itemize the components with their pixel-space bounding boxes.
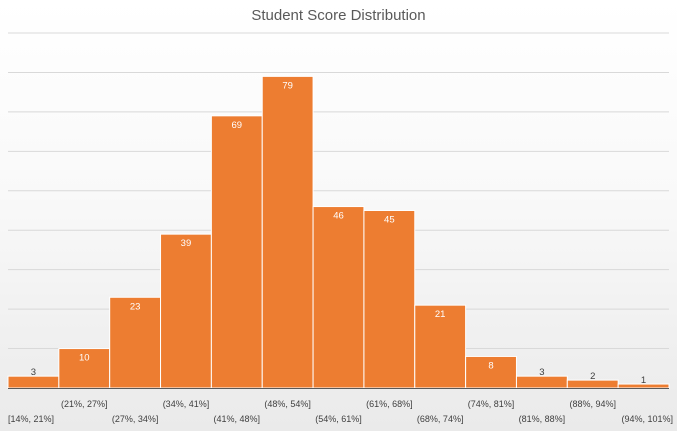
data-label: 8 — [488, 360, 493, 371]
x-tick-label: (34%, 41%] — [163, 399, 210, 409]
data-label: 46 — [333, 211, 344, 222]
x-tick-label: (41%, 48%] — [214, 414, 261, 424]
data-label: 1 — [641, 375, 646, 386]
data-label: 10 — [79, 353, 90, 364]
x-tick-label: (21%, 27%] — [61, 399, 108, 409]
bars — [7, 75, 670, 389]
x-tick-label: (81%, 88%] — [519, 414, 566, 424]
x-tick-label: (94%, 101%] — [621, 414, 673, 424]
bar — [312, 206, 365, 389]
x-tick-label: (74%, 81%] — [468, 399, 515, 409]
bar — [363, 210, 416, 389]
bar — [210, 115, 263, 389]
bar — [160, 233, 212, 389]
data-label: 3 — [31, 367, 36, 378]
bar — [465, 355, 517, 389]
x-tick-label: (68%, 74%] — [417, 414, 464, 424]
bar — [414, 304, 467, 389]
x-tick-labels: [14%, 21%] (21%, 27%] (27%, 34%] (34%, 41%]… — [8, 399, 673, 424]
x-tick-label: (88%, 94%] — [569, 399, 616, 409]
bar — [261, 75, 314, 389]
data-label: 39 — [181, 238, 192, 249]
x-tick-label: (48%, 54%] — [264, 399, 311, 409]
x-tick-label: [14%, 21%] — [8, 414, 54, 424]
data-label: 21 — [435, 309, 446, 320]
data-label: 3 — [539, 367, 544, 378]
data-label: 79 — [282, 80, 293, 91]
chart-title: Student Score Distribution — [251, 7, 426, 24]
data-label: 45 — [384, 215, 395, 226]
data-label: 2 — [590, 371, 595, 382]
x-tick-label: (54%, 61%] — [315, 414, 362, 424]
data-label: 23 — [130, 301, 141, 312]
x-tick-label: (61%, 68%] — [366, 399, 413, 409]
x-tick-label: (27%, 34%] — [112, 414, 159, 424]
data-label: 69 — [232, 120, 243, 131]
